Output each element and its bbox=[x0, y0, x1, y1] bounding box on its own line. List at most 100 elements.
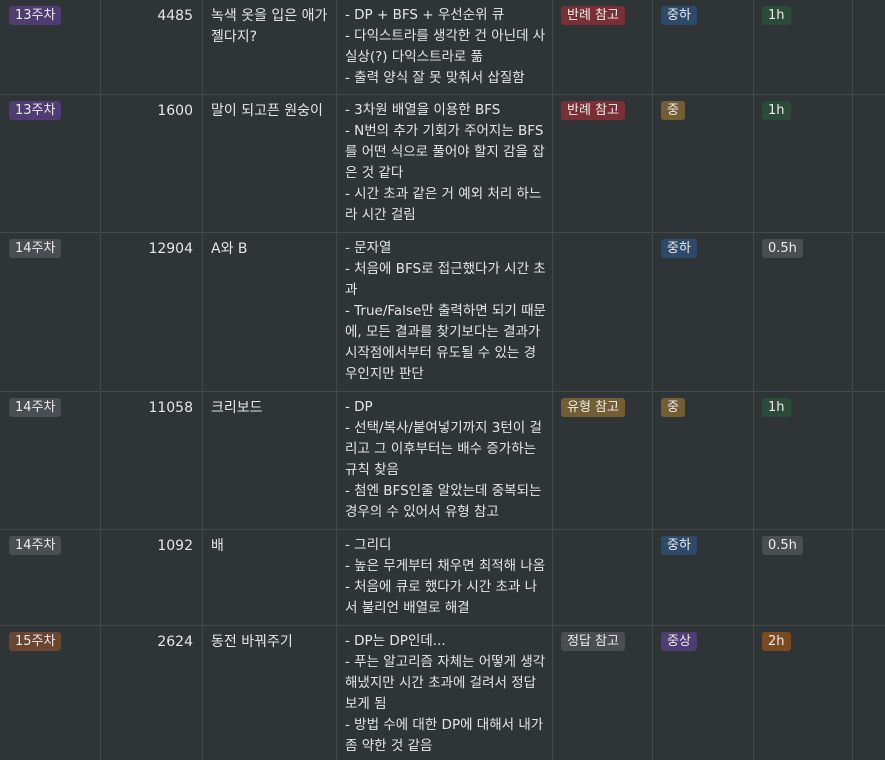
problem-name: 크리보드 bbox=[211, 400, 263, 416]
week-cell[interactable]: 14주차 bbox=[0, 233, 101, 391]
note-line: - 3차원 배열을 이용한 BFS bbox=[345, 102, 501, 118]
problem-number-cell[interactable]: 11058 bbox=[101, 392, 203, 529]
notes-text: - 문자열 - 처음에 BFS로 접근했다가 시간 초과 - True/Fals… bbox=[345, 238, 546, 385]
extra-cell[interactable] bbox=[853, 95, 885, 232]
week-tag: 14주차 bbox=[9, 536, 62, 555]
problem-name: 말이 되고픈 원숭이 bbox=[211, 103, 323, 119]
note-line: - 그리디 bbox=[345, 537, 392, 553]
problem-name-cell[interactable]: 크리보드 bbox=[203, 392, 337, 529]
note-line: - 처음에 BFS로 접근했다가 시간 초과 bbox=[345, 261, 546, 298]
table-row[interactable]: 14주차 12904 A와 B - 문자열 - 처음에 BFS로 접근했다가 시… bbox=[0, 233, 885, 392]
time-cell[interactable]: 2h bbox=[754, 626, 853, 760]
problem-number: 2624 bbox=[157, 634, 193, 650]
week-tag: 13주차 bbox=[9, 101, 62, 120]
difficulty-cell[interactable]: 중 bbox=[653, 392, 754, 529]
difficulty-tag: 중 bbox=[661, 101, 685, 120]
reference-tag: 반례 참고 bbox=[561, 6, 625, 25]
problem-name: 배 bbox=[211, 538, 224, 554]
difficulty-cell[interactable]: 중 bbox=[653, 95, 754, 232]
table-row[interactable]: 14주차 11058 크리보드 - DP - 선택/복사/붙여넣기까지 3턴이 … bbox=[0, 392, 885, 530]
time-cell[interactable]: 1h bbox=[754, 392, 853, 529]
week-tag: 14주차 bbox=[9, 398, 62, 417]
week-cell[interactable]: 14주차 bbox=[0, 392, 101, 529]
note-line: - DP는 DP인데... bbox=[345, 633, 446, 649]
reference-tag: 정답 참고 bbox=[561, 632, 625, 651]
note-line: - 처음에 큐로 했다가 시간 초과 나서 불리언 배열로 해결 bbox=[345, 579, 538, 616]
note-line: - 푸는 알고리즘 자체는 어떻게 생각해냈지만 시간 초과에 걸려서 정답 보… bbox=[345, 654, 546, 712]
table-row[interactable]: 13주차 4485 녹색 옷을 입은 애가 젤다지? - DP + BFS + … bbox=[0, 0, 885, 95]
time-cell[interactable]: 1h bbox=[754, 0, 853, 94]
time-tag: 1h bbox=[762, 398, 791, 417]
problem-name: 동전 바꿔주기 bbox=[211, 634, 293, 650]
reference-tag: 유형 참고 bbox=[561, 398, 625, 417]
time-cell[interactable]: 1h bbox=[754, 95, 853, 232]
notes-cell[interactable]: - 3차원 배열을 이용한 BFS - N번의 추가 기회가 주어지는 BFS를… bbox=[337, 95, 553, 232]
problem-name-cell[interactable]: A와 B bbox=[203, 233, 337, 391]
note-line: - 출력 양식 잘 못 맞춰서 삽질함 bbox=[345, 70, 525, 86]
time-tag: 1h bbox=[762, 6, 791, 25]
table-row[interactable]: 14주차 1092 배 - 그리디 - 높은 무게부터 채우면 최적해 나옴 -… bbox=[0, 530, 885, 626]
problem-number: 4485 bbox=[157, 8, 193, 24]
notes-cell[interactable]: - 문자열 - 처음에 BFS로 접근했다가 시간 초과 - True/Fals… bbox=[337, 233, 553, 391]
notes-cell[interactable]: - DP + BFS + 우선순위 큐 - 다익스트라를 생각한 건 아닌데 사… bbox=[337, 0, 553, 94]
week-tag: 15주차 bbox=[9, 632, 62, 651]
difficulty-tag: 중상 bbox=[661, 632, 697, 651]
note-line: - DP + BFS + 우선순위 큐 bbox=[345, 7, 505, 23]
extra-cell[interactable] bbox=[853, 530, 885, 625]
note-line: - 다익스트라를 생각한 건 아닌데 사실상(?) 다익스트라로 풂 bbox=[345, 28, 546, 65]
time-tag: 2h bbox=[762, 632, 791, 651]
notes-text: - DP - 선택/복사/붙여넣기까지 3턴이 걸리고 그 이후부터는 배수 증… bbox=[345, 397, 546, 523]
problem-number-cell[interactable]: 2624 bbox=[101, 626, 203, 760]
problem-name-cell[interactable]: 녹색 옷을 입은 애가 젤다지? bbox=[203, 0, 337, 94]
time-cell[interactable]: 0.5h bbox=[754, 530, 853, 625]
note-line: - DP bbox=[345, 399, 373, 415]
difficulty-cell[interactable]: 중하 bbox=[653, 530, 754, 625]
notes-text: - 3차원 배열을 이용한 BFS - N번의 추가 기회가 주어지는 BFS를… bbox=[345, 100, 546, 226]
problem-number: 11058 bbox=[148, 400, 193, 416]
difficulty-cell[interactable]: 중상 bbox=[653, 626, 754, 760]
problem-name: 녹색 옷을 입은 애가 젤다지? bbox=[211, 8, 328, 45]
problem-name-cell[interactable]: 말이 되고픈 원숭이 bbox=[203, 95, 337, 232]
difficulty-tag: 중하 bbox=[661, 239, 697, 258]
problem-number-cell[interactable]: 12904 bbox=[101, 233, 203, 391]
problem-name-cell[interactable]: 배 bbox=[203, 530, 337, 625]
difficulty-tag: 중하 bbox=[661, 536, 697, 555]
problem-number-cell[interactable]: 4485 bbox=[101, 0, 203, 94]
table-row[interactable]: 15주차 2624 동전 바꿔주기 - DP는 DP인데... - 푸는 알고리… bbox=[0, 626, 885, 760]
difficulty-cell[interactable]: 중하 bbox=[653, 0, 754, 94]
extra-cell[interactable] bbox=[853, 626, 885, 760]
notes-cell[interactable]: - DP는 DP인데... - 푸는 알고리즘 자체는 어떻게 생각해냈지만 시… bbox=[337, 626, 553, 760]
note-line: - 선택/복사/붙여넣기까지 3턴이 걸리고 그 이후부터는 배수 증가하는 규… bbox=[345, 420, 542, 478]
time-tag: 0.5h bbox=[762, 239, 803, 258]
problem-number: 1092 bbox=[157, 538, 193, 554]
extra-cell[interactable] bbox=[853, 0, 885, 94]
reference-cell[interactable] bbox=[553, 530, 653, 625]
reference-cell[interactable]: 유형 참고 bbox=[553, 392, 653, 529]
time-cell[interactable]: 0.5h bbox=[754, 233, 853, 391]
notes-cell[interactable]: - 그리디 - 높은 무게부터 채우면 최적해 나옴 - 처음에 큐로 했다가 … bbox=[337, 530, 553, 625]
problem-number: 12904 bbox=[148, 241, 193, 257]
note-line: - 첨엔 BFS인줄 알았는데 중복되는 경우의 수 있어서 유형 참고 bbox=[345, 483, 542, 520]
difficulty-cell[interactable]: 중하 bbox=[653, 233, 754, 391]
week-cell[interactable]: 13주차 bbox=[0, 95, 101, 232]
note-line: - 시간 초과 같은 거 예외 처리 하느라 시간 걸림 bbox=[345, 186, 542, 223]
week-tag: 14주차 bbox=[9, 239, 62, 258]
problem-number: 1600 bbox=[157, 103, 193, 119]
problem-name-cell[interactable]: 동전 바꿔주기 bbox=[203, 626, 337, 760]
week-cell[interactable]: 14주차 bbox=[0, 530, 101, 625]
extra-cell[interactable] bbox=[853, 392, 885, 529]
time-tag: 0.5h bbox=[762, 536, 803, 555]
problem-number-cell[interactable]: 1600 bbox=[101, 95, 203, 232]
extra-cell[interactable] bbox=[853, 233, 885, 391]
notes-cell[interactable]: - DP - 선택/복사/붙여넣기까지 3턴이 걸리고 그 이후부터는 배수 증… bbox=[337, 392, 553, 529]
reference-cell[interactable]: 반례 참고 bbox=[553, 95, 653, 232]
table-row[interactable]: 13주차 1600 말이 되고픈 원숭이 - 3차원 배열을 이용한 BFS -… bbox=[0, 95, 885, 233]
week-cell[interactable]: 15주차 bbox=[0, 626, 101, 760]
problem-number-cell[interactable]: 1092 bbox=[101, 530, 203, 625]
reference-cell[interactable]: 반례 참고 bbox=[553, 0, 653, 94]
reference-cell[interactable]: 정답 참고 bbox=[553, 626, 653, 760]
week-cell[interactable]: 13주차 bbox=[0, 0, 101, 94]
note-line: - N번의 추가 기회가 주어지는 BFS를 어떤 식으로 풀어야 할지 감을 … bbox=[345, 123, 545, 181]
reference-cell[interactable] bbox=[553, 233, 653, 391]
